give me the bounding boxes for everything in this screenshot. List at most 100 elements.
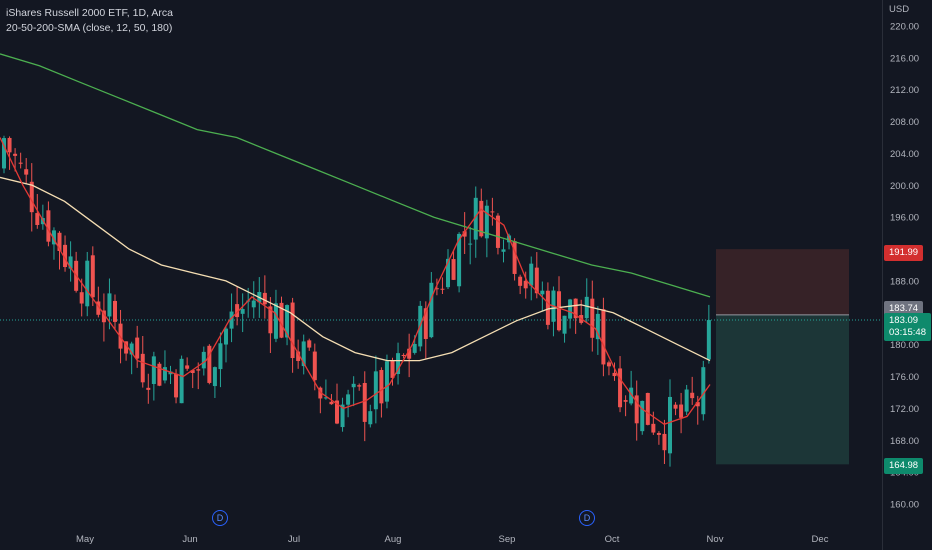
candle-down (124, 341, 129, 354)
candle-down (63, 244, 68, 268)
y-tick-label: 196.00 (890, 213, 919, 224)
y-tick-label: 220.00 (890, 22, 919, 33)
candle-down (479, 200, 484, 237)
y-tick-label: 200.00 (890, 181, 919, 192)
stop-zone (716, 314, 849, 465)
candle-down (307, 340, 312, 348)
candle-up (240, 309, 245, 314)
candle-up (468, 243, 473, 245)
candle-down (590, 298, 595, 338)
candle-up (562, 315, 567, 334)
candle-down (207, 345, 212, 383)
candle-down (235, 304, 240, 318)
indicator-legend[interactable]: 20-50-200-SMA (close, 12, 50, 180) (6, 22, 173, 34)
candle-down (113, 300, 117, 322)
dividend-marker[interactable]: D (212, 510, 228, 526)
candle-down (190, 370, 195, 373)
y-tick-label: 172.00 (890, 404, 919, 415)
candle-up (212, 367, 217, 387)
candle-down (545, 290, 550, 325)
x-tick-label: Jul (288, 534, 300, 545)
candle-down (651, 423, 656, 433)
candle-down (656, 432, 661, 435)
candle-down (290, 302, 295, 359)
candle-down (362, 382, 367, 422)
candle-down (512, 241, 517, 274)
symbol-title[interactable]: iShares Russell 2000 ETF, 1D, Arca (6, 7, 173, 19)
candle-down (13, 153, 18, 156)
candle-up (540, 290, 545, 295)
candle-up (251, 300, 256, 308)
candle-down (612, 372, 617, 377)
candle-down (157, 363, 162, 386)
candle-up (151, 356, 156, 384)
candle-up (412, 343, 417, 353)
candle-up (179, 358, 184, 404)
candle-up (706, 320, 711, 360)
candle-up (346, 394, 351, 405)
candle-up (162, 367, 167, 381)
candle-down (634, 395, 639, 424)
candle-down (662, 433, 667, 451)
candle-down (296, 351, 301, 361)
candle-up (168, 371, 173, 375)
candle-up (668, 396, 672, 454)
y-tick-label: 216.00 (890, 53, 919, 64)
candle-down (495, 215, 500, 248)
candle-up (684, 389, 689, 412)
candle-down (451, 259, 456, 280)
candle-up (457, 233, 462, 287)
candle-down (146, 387, 151, 390)
candle-down (518, 276, 523, 286)
candle-up (201, 351, 206, 369)
candle-up (446, 258, 450, 288)
candle-up (501, 249, 506, 252)
candle-up (568, 299, 573, 319)
candle-up (107, 293, 112, 317)
candle-down (29, 181, 34, 213)
y-tick-label: 212.00 (890, 85, 919, 96)
candle-down (79, 292, 84, 304)
candle-down (185, 365, 190, 369)
candle-up (473, 197, 478, 240)
candle-down (401, 354, 406, 356)
candle-down (523, 280, 528, 289)
candle-up (285, 305, 290, 338)
candle-up (224, 328, 228, 345)
candle-down (462, 231, 467, 237)
candle-down (618, 368, 623, 408)
candle-up (129, 343, 134, 355)
candle-up (229, 311, 234, 329)
candle-down (196, 369, 201, 371)
x-tick-label: Oct (605, 534, 620, 545)
candle-down (606, 362, 611, 367)
y-tick-label: 160.00 (890, 500, 919, 511)
countdown-timer: 03:15:48 (889, 327, 926, 338)
candle-down (534, 267, 539, 294)
x-tick-label: Dec (812, 534, 829, 545)
candle-down (379, 369, 384, 404)
candle-down (312, 351, 317, 381)
candle-up (429, 282, 434, 338)
sma-12-line (0, 137, 711, 426)
candle-up (529, 263, 534, 286)
candle-down (679, 404, 684, 418)
candle-up (340, 404, 345, 428)
dividend-marker[interactable]: D (579, 510, 595, 526)
x-tick-label: Jun (182, 534, 197, 545)
candle-down (645, 392, 650, 425)
current-price-tag: 183.09 03:15:48 (884, 313, 931, 341)
candle-down (440, 288, 445, 290)
candle-down (601, 309, 606, 365)
candle-up (373, 371, 378, 410)
candle-down (57, 232, 62, 252)
candle-down (407, 348, 412, 359)
candle-up (85, 260, 90, 307)
candle-up (595, 313, 600, 340)
y-tick-label: 188.00 (890, 276, 919, 287)
x-tick-label: May (76, 534, 94, 545)
candle-down (390, 360, 395, 378)
candle-down (24, 169, 29, 175)
candle-up (368, 411, 373, 425)
